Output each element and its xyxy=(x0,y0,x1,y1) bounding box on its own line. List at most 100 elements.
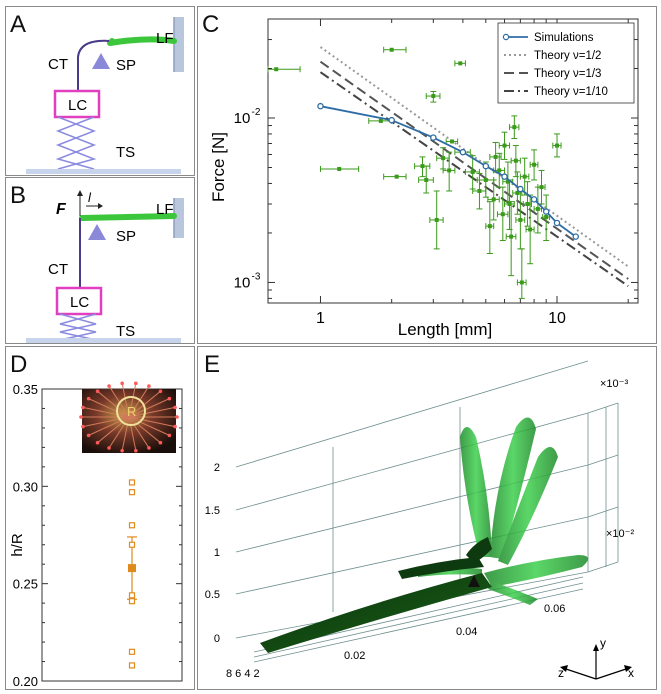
sp-label: SP xyxy=(116,228,136,245)
data-point xyxy=(128,541,136,548)
hr-ratio-chart: R 0.20 0.25 0.30 0.35 h/R xyxy=(9,381,183,689)
legend-entry-3: Theory ν=1/10 xyxy=(534,86,608,98)
leaf-front xyxy=(488,581,538,605)
y-tick-exponent-0: -3 xyxy=(252,271,261,282)
tentacle-tip xyxy=(167,396,172,401)
ct-line xyxy=(77,39,111,93)
simulation-point xyxy=(317,102,324,110)
axes-triad xyxy=(565,649,627,680)
measurement-marker xyxy=(493,154,498,159)
x-tick-label-2: 0.04 xyxy=(456,626,477,638)
measurement-point xyxy=(442,151,456,192)
measurement-marker xyxy=(512,125,517,130)
data-point xyxy=(128,662,136,669)
ts-spring xyxy=(59,313,97,341)
measurement-marker xyxy=(507,201,512,206)
tentacle-tip xyxy=(158,440,163,445)
inset-circle xyxy=(116,396,146,426)
measurement-marker xyxy=(515,190,520,195)
theory-line-dashdot xyxy=(319,71,629,287)
simulation-point xyxy=(517,185,524,193)
measurement-marker xyxy=(274,67,279,72)
panel-a-label: A xyxy=(10,11,27,38)
ct-label: CT xyxy=(48,261,68,278)
simulation-point xyxy=(482,162,490,170)
tentacle-tip xyxy=(147,446,151,450)
tentacle-tip xyxy=(107,384,111,388)
panel-e: E xyxy=(197,346,657,690)
measurement-marker xyxy=(337,166,342,171)
panel-a-diagram: LF CT SP LC TS xyxy=(26,17,184,174)
tentacle-tip xyxy=(167,433,172,438)
z-tick-label-0: 0 xyxy=(214,633,220,645)
y-tick-label-1: 0.25 xyxy=(13,577,38,592)
force-label: F xyxy=(56,201,67,218)
lc-label: LC xyxy=(68,97,87,114)
measurement-marker xyxy=(483,177,488,182)
measurement-marker xyxy=(528,227,533,232)
tentacle-tip xyxy=(86,396,91,401)
contact-point xyxy=(109,38,115,44)
tentacle xyxy=(128,416,170,436)
tentacle xyxy=(128,406,176,418)
measurement-marker xyxy=(378,118,383,123)
tentacle-tip xyxy=(86,433,91,438)
measurement-point xyxy=(509,115,520,140)
simulation-point xyxy=(572,233,579,240)
simulation-point xyxy=(530,196,538,203)
panel-b: B F l LF CT SP LC TS xyxy=(5,177,195,344)
z-tick-label-1: 0.5 xyxy=(205,589,220,601)
tentacle-tip xyxy=(134,381,138,386)
tentacle-tip xyxy=(173,424,177,429)
z-tick-labels: 0 0.5 1 1.5 2 xyxy=(205,462,220,645)
tentacle-tip xyxy=(95,440,100,445)
tentacle xyxy=(128,416,176,428)
panel-d-label: D xyxy=(10,351,28,378)
z-tick-label-4: 2 xyxy=(214,462,220,474)
panel-b-label: B xyxy=(10,182,27,209)
wall xyxy=(174,17,184,72)
x-exponent: ×10⁻² xyxy=(606,528,634,540)
measurement-point xyxy=(516,248,527,299)
measurement-point xyxy=(504,179,515,230)
y-tick-label-3: 0.35 xyxy=(13,382,38,397)
wall xyxy=(174,198,184,238)
y-axis-arrow-icon xyxy=(593,644,599,651)
measurement-marker xyxy=(441,156,446,161)
legend-entry-0: Simulations xyxy=(534,32,594,44)
axis-label-x: x xyxy=(628,666,634,680)
tentacle xyxy=(88,398,130,418)
lf-line xyxy=(107,36,177,46)
ts-label: TS xyxy=(116,323,135,340)
measurement-marker xyxy=(518,217,523,222)
x-axis-arrow-icon xyxy=(624,665,632,672)
measurement-point xyxy=(487,179,500,221)
measurement-point xyxy=(519,157,530,196)
data-point xyxy=(128,592,136,599)
tentacle-tip xyxy=(175,415,179,419)
panel-d: D R 0.20 0.25 0.30 0.35 h/R xyxy=(5,346,195,690)
tentacle xyxy=(128,416,137,451)
simulation-point xyxy=(459,148,467,156)
sp-triangle xyxy=(92,53,110,69)
measurement-point xyxy=(505,201,517,277)
leaf-upright-2 xyxy=(490,417,536,559)
measurement-marker xyxy=(497,168,502,173)
plot-frame xyxy=(267,18,639,304)
measurement-marker xyxy=(394,174,399,179)
tentacle-tip xyxy=(173,405,177,410)
leaf-upright-3 xyxy=(498,447,558,565)
data-point xyxy=(128,479,136,486)
x-tick-label-1: 0.02 xyxy=(344,650,365,662)
tentacle-tip xyxy=(107,446,111,450)
measurement-marker xyxy=(424,177,429,182)
simulation-point xyxy=(553,219,561,227)
data-point xyxy=(128,489,136,496)
measurement-point xyxy=(436,147,450,170)
tentacle xyxy=(82,406,130,418)
x-tick-label-0: 1 xyxy=(316,310,325,327)
measurement-marker xyxy=(525,201,530,206)
tentacle xyxy=(97,390,130,418)
grid-lines xyxy=(235,360,619,663)
